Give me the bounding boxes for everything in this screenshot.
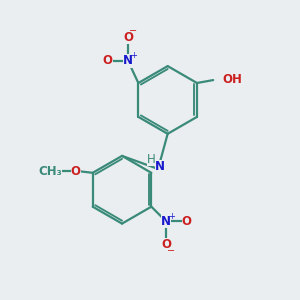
Text: +: +	[130, 51, 137, 60]
Text: O: O	[70, 165, 81, 178]
Text: +: +	[168, 212, 175, 220]
Text: N: N	[155, 160, 165, 173]
Text: H: H	[147, 153, 156, 166]
Text: N: N	[161, 215, 171, 228]
Text: O: O	[161, 238, 171, 251]
Text: −: −	[167, 246, 175, 256]
Text: −: −	[129, 26, 137, 37]
Text: CH₃: CH₃	[38, 165, 62, 178]
Text: N: N	[123, 54, 133, 68]
Text: OH: OH	[222, 73, 242, 86]
Text: O: O	[123, 31, 133, 44]
Text: O: O	[182, 215, 192, 228]
Text: O: O	[102, 54, 112, 68]
